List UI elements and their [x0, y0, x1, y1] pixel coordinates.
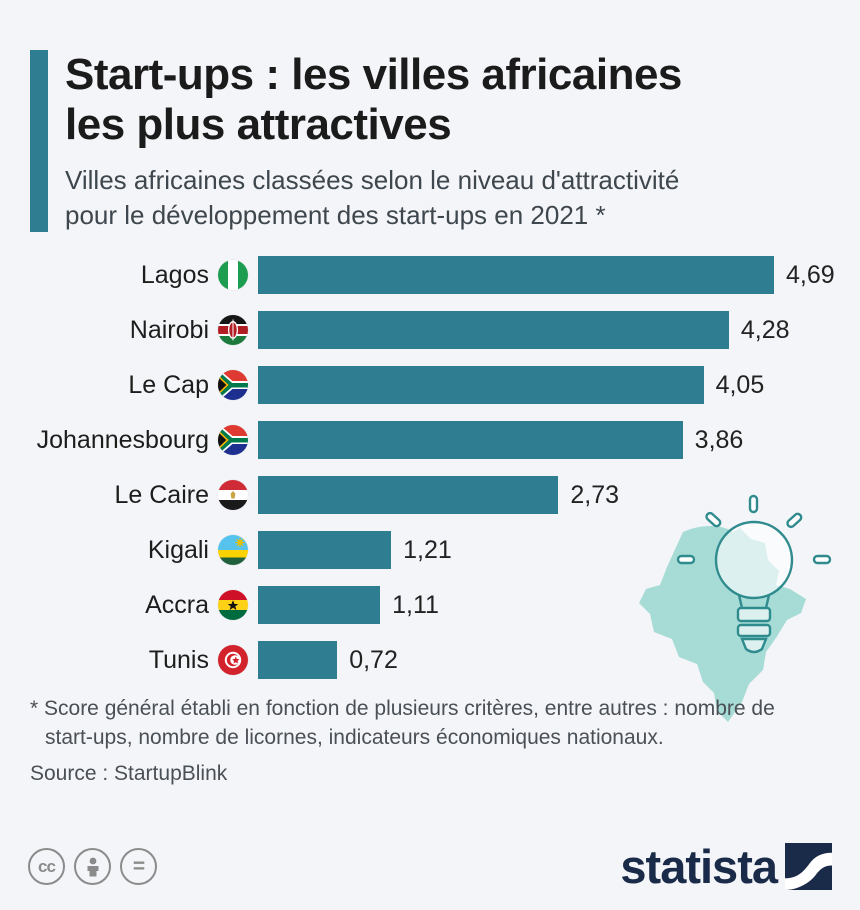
- header: Start-ups : les villes africaines les pl…: [30, 50, 830, 232]
- bar-label: Le Cap: [128, 370, 209, 399]
- chart-row: Tunis 0,72: [0, 633, 860, 688]
- bar-label: Le Caire: [114, 480, 210, 509]
- bar-label: Tunis: [148, 645, 209, 674]
- equals-label: =: [132, 854, 145, 878]
- chart-row: Le Caire 2,73: [0, 468, 860, 523]
- bar-value: 4,69: [786, 260, 835, 289]
- kenya-flag-icon: [218, 315, 248, 346]
- title-line-1: Start-ups : les villes africaines: [65, 50, 682, 99]
- bar: [258, 421, 683, 460]
- bar: [258, 256, 774, 295]
- egypt-flag-icon: [218, 480, 248, 511]
- tunisia-flag-icon: [218, 645, 248, 676]
- bar: [258, 586, 381, 625]
- bar-value: 3,86: [694, 425, 744, 454]
- chart-row: Johannesbourg 3,86: [0, 413, 860, 468]
- bar-value: 0,72: [349, 645, 398, 674]
- source-line: Source : StartupBlink: [30, 761, 228, 785]
- header-text: Start-ups : les villes africaines les pl…: [65, 50, 682, 232]
- statista-logo-mark: [785, 843, 832, 890]
- cc-icon: cc: [28, 848, 65, 885]
- page-subtitle: Villes africaines classées selon le nive…: [65, 163, 682, 232]
- bar-label: Lagos: [140, 260, 209, 289]
- bar-value: 4,28: [740, 315, 790, 344]
- chart-row: Nairobi 4,28: [0, 303, 860, 358]
- license-icons: cc =: [28, 848, 157, 885]
- bar: [258, 531, 392, 570]
- chart-row: Accra 1,11: [0, 578, 860, 633]
- africa-map-icon: [639, 494, 832, 722]
- statista-wordmark: statista: [620, 840, 778, 893]
- accent-bar: [30, 50, 48, 232]
- bar: [258, 476, 559, 515]
- bar: [258, 366, 704, 405]
- footnote-line-2: start-ups, nombre de licornes, indicateu…: [45, 726, 664, 750]
- bar-value: 2,73: [570, 480, 620, 509]
- footer: cc = statista: [0, 839, 860, 894]
- bar-value: 4,05: [715, 370, 765, 399]
- ghana-flag-icon: [218, 590, 248, 621]
- page-title: Start-ups : les villes africaines les pl…: [65, 50, 682, 150]
- bar-value: 1,21: [403, 535, 452, 564]
- bar-label: Accra: [145, 590, 209, 619]
- bar-label: Johannesbourg: [36, 425, 209, 454]
- bar-label: Kigali: [147, 535, 209, 564]
- bar-value: 1,11: [392, 590, 439, 619]
- bar: [258, 311, 729, 350]
- statista-logo: statista: [620, 839, 832, 894]
- subtitle-line-2: pour le développement des start-ups en 2…: [65, 199, 606, 230]
- footnote-line-1: * Score général établi en fonction de pl…: [30, 696, 775, 720]
- chart-row: Le Cap 4,05: [0, 358, 860, 413]
- bar: [258, 641, 338, 680]
- subtitle-line-1: Villes africaines classées selon le nive…: [65, 165, 680, 196]
- nigeria-flag-icon: [218, 260, 248, 291]
- lightbulb-icon: [676, 494, 832, 654]
- bar-chart: Lagos 4,69 Nairobi 4,28 Le Cap 4,05 Johannesbo…: [0, 248, 860, 688]
- rwanda-flag-icon: [218, 535, 248, 566]
- bar-label: Nairobi: [129, 315, 209, 344]
- chart-row: Kigali 1,21: [0, 523, 860, 578]
- attribution-person-icon: [74, 848, 111, 885]
- south-africa-flag-icon: [218, 425, 248, 456]
- footnote: * Score général établi en fonction de pl…: [30, 694, 830, 753]
- decoration: [626, 486, 844, 743]
- chart-row: Lagos 4,69: [0, 248, 860, 303]
- title-line-2: les plus attractives: [65, 100, 452, 150]
- equals-icon: =: [120, 848, 157, 885]
- south-africa-flag-icon: [218, 370, 248, 401]
